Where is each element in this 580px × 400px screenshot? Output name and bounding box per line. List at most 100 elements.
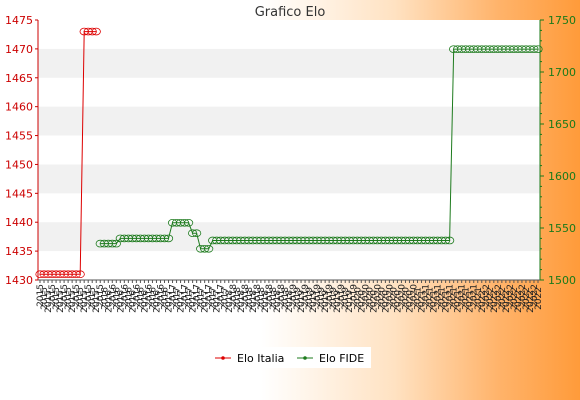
data-point (184, 219, 194, 227)
x-axis-tick-label: 2021 (450, 287, 460, 310)
grid-bands (38, 48, 540, 252)
left-axis-tick-label: 1460 (5, 101, 33, 114)
x-axis-tick-label: 2021 (458, 284, 468, 307)
x-axis-tick-label: 2018 (241, 284, 251, 307)
x-axis-tick-label: 2015 (76, 287, 86, 310)
legend-label-italia: Elo Italia (237, 352, 284, 365)
data-point (204, 245, 214, 253)
x-axis-tick-label: 2019 (325, 284, 335, 307)
x-axis-tick-label: 2016 (104, 290, 114, 313)
left-axis-tick-label: 1470 (5, 43, 33, 56)
x-axis-tick-label: 2018 (277, 284, 287, 307)
data-point (533, 45, 543, 53)
x-axis-tick-label: 2015 (56, 290, 66, 313)
x-axis-tick-label: 2016 (156, 284, 166, 307)
x-axis-tick-label: 2019 (309, 290, 319, 313)
x-axis-tick-label: 2015 (96, 284, 106, 307)
x-axis-tick-label: 2022 (486, 287, 496, 310)
x-axis-tick-label: 2016 (161, 287, 171, 310)
x-axis-tick-label: 2022 (522, 287, 532, 310)
data-point (179, 219, 190, 227)
x-axis-tick-label: 2019 (293, 287, 303, 310)
x-axis-tick-label: 2019 (333, 290, 343, 313)
x-axis-tick-label: 2020 (365, 287, 375, 310)
x-axis-tick-label: 2018 (257, 287, 267, 310)
x-axis: 2015201520152015201520152015201520152015… (36, 279, 544, 313)
x-axis-tick-label: 2019 (313, 284, 323, 307)
x-axis-tick-label: 2015 (68, 290, 78, 313)
x-axis-tick-label: 2019 (289, 284, 299, 307)
right-y-axis: 1500 1550 1600 1650 1700 1750 (539, 14, 576, 287)
x-axis-tick-label: 2017 (189, 290, 199, 313)
x-axis-tick-label: 2016 (152, 290, 162, 313)
x-axis-tick-label: 2018 (273, 290, 283, 313)
x-axis-tick-label: 2017 (221, 287, 231, 310)
left-axis-tick-label: 1445 (5, 187, 33, 200)
data-point (441, 236, 451, 245)
x-axis-tick-label: 2019 (305, 287, 315, 310)
x-axis-tick-label: 2017 (193, 284, 203, 307)
x-axis-tick-label: 2022 (530, 284, 540, 307)
x-axis-tick-label: 2020 (373, 284, 383, 307)
data-point (529, 45, 539, 53)
series-line (100, 48, 538, 250)
x-axis-tick-label: 2018 (225, 290, 235, 313)
data-point (188, 229, 198, 238)
x-axis-tick-label: 2018 (281, 287, 291, 310)
x-axis-tick-label: 2017 (177, 290, 187, 313)
x-axis-tick-label: 2015 (64, 287, 74, 310)
data-point (445, 236, 455, 245)
data-point (159, 234, 170, 243)
left-axis-tick-label: 1430 (5, 274, 33, 287)
data-point (192, 229, 202, 238)
x-axis-tick-label: 2020 (361, 284, 371, 307)
x-axis-tick-label: 2017 (165, 290, 175, 313)
x-axis-tick-label: 2022 (482, 284, 492, 307)
x-axis-tick-label: 2019 (297, 290, 307, 313)
x-axis-tick-label: 2021 (430, 290, 440, 313)
left-axis-tick-label: 1435 (5, 245, 33, 258)
legend-box (210, 347, 371, 368)
x-axis-tick-label: 2022 (498, 287, 508, 310)
x-axis-tick-label: 2016 (140, 290, 150, 313)
x-axis-tick-label: 2017 (169, 284, 179, 307)
x-axis-tick-label: 2020 (385, 284, 395, 307)
x-axis-tick-label: 2019 (337, 284, 347, 307)
grid-band (38, 106, 540, 136)
x-axis-tick-label: 2020 (381, 290, 391, 313)
x-axis-tick-label: 2018 (253, 284, 263, 307)
x-axis-tick-label: 2017 (209, 287, 219, 310)
data-point (200, 245, 210, 253)
x-axis-tick-label: 2020 (357, 290, 367, 313)
x-axis-tick-label: 2019 (329, 287, 339, 310)
x-axis-tick-label: 2021 (470, 284, 480, 307)
x-axis-tick-label: 2016 (120, 284, 130, 307)
x-axis-tick-label: 2015 (72, 284, 82, 307)
x-axis-tick-label: 2020 (369, 290, 379, 313)
x-axis-tick-label: 2015 (80, 290, 90, 313)
x-axis-tick-label: 2019 (341, 287, 351, 310)
x-axis-tick-label: 2022 (534, 287, 544, 310)
x-axis-tick-label: 2020 (377, 287, 387, 310)
x-axis-tick-label: 2022 (526, 290, 536, 313)
x-axis-tick-label: 2015 (40, 287, 50, 310)
x-axis-tick-label: 2022 (478, 290, 488, 313)
x-axis-tick-label: 2018 (285, 290, 295, 313)
x-axis-tick-label: 2017 (185, 287, 195, 310)
x-axis-tick-label: 2020 (401, 287, 411, 310)
x-axis-tick-label: 2021 (462, 287, 472, 310)
data-point (71, 270, 81, 279)
grid-band (38, 48, 540, 78)
x-axis-tick-label: 2017 (217, 284, 227, 307)
x-axis-tick-label: 2018 (233, 287, 243, 310)
x-axis-tick-label: 2016 (136, 287, 146, 310)
right-axis-tick-label: 1550 (548, 222, 576, 235)
x-axis-tick-label: 2017 (181, 284, 191, 307)
legend-label-fide: Elo FIDE (319, 352, 364, 365)
x-axis-tick-label: 2016 (132, 284, 142, 307)
data-point (163, 234, 174, 243)
x-axis-tick-label: 2019 (317, 287, 327, 310)
x-axis-tick-label: 2017 (201, 290, 211, 313)
